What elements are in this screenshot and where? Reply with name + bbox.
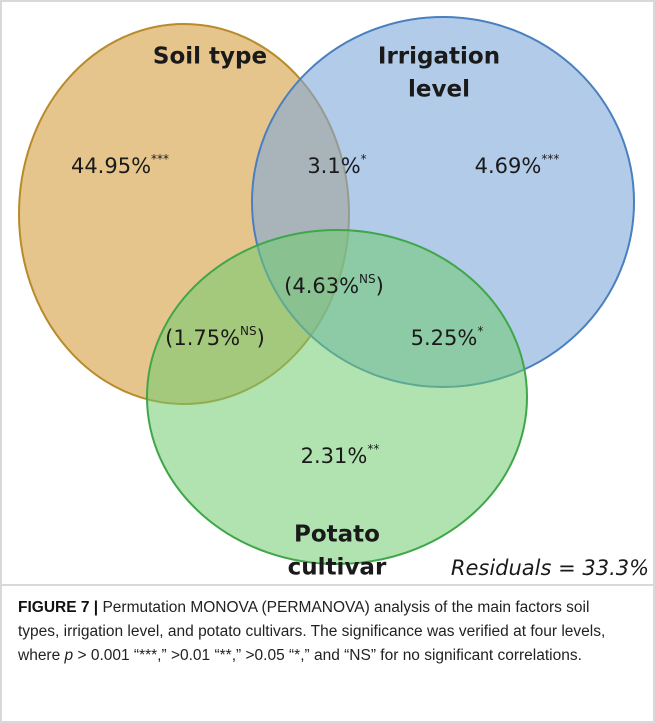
region-value: 2.31% (301, 444, 368, 468)
set-label: level (408, 77, 470, 103)
region-label: (1.75%NS) (165, 324, 265, 351)
region-sig: NS (240, 324, 257, 338)
region-label: 2.31%** (301, 442, 380, 469)
region-sig: * (477, 324, 483, 338)
set-label: Soil type (153, 44, 267, 70)
divider (2, 584, 653, 586)
region-value: 44.95% (71, 154, 151, 178)
caption-italic: p (64, 647, 74, 664)
cultivar-circle (146, 229, 528, 565)
set-label: Irrigation (378, 44, 500, 70)
region-value: 4.69% (475, 154, 542, 178)
region-sig: ** (367, 442, 379, 456)
venn-diagram: Soil type Irrigation level Potato cultiv… (18, 16, 649, 581)
caption: FIGURE 7 | Permutation MONOVA (PERMANOVA… (18, 596, 633, 668)
region-value: (1.75% (165, 326, 240, 350)
region-value: 5.25% (411, 326, 478, 350)
set-label: cultivar (288, 555, 387, 581)
region-value: 3.1% (307, 154, 360, 178)
caption-text: > 0.001 “***,” >0.01 “**,” >0.05 “*,” an… (73, 647, 582, 664)
region-value: (4.63% (284, 274, 359, 298)
region-paren: ) (376, 274, 384, 298)
region-sig: *** (541, 152, 559, 166)
caption-text: Permutation MONOVA (PERMANOVA) analysis … (18, 599, 606, 664)
region-label: (4.63%NS) (284, 272, 384, 299)
region-label: 4.69%*** (475, 152, 560, 179)
residuals: Residuals = 33.3% (451, 556, 649, 580)
caption-label: FIGURE 7 | (18, 599, 99, 616)
region-sig: NS (359, 272, 376, 286)
region-label: 44.95%*** (71, 152, 169, 179)
region-sig: * (361, 152, 367, 166)
region-label: 3.1%* (307, 152, 366, 179)
region-label: 5.25%* (411, 324, 484, 351)
region-sig: *** (151, 152, 169, 166)
region-paren: ) (257, 326, 265, 350)
set-label: Potato (294, 522, 380, 548)
